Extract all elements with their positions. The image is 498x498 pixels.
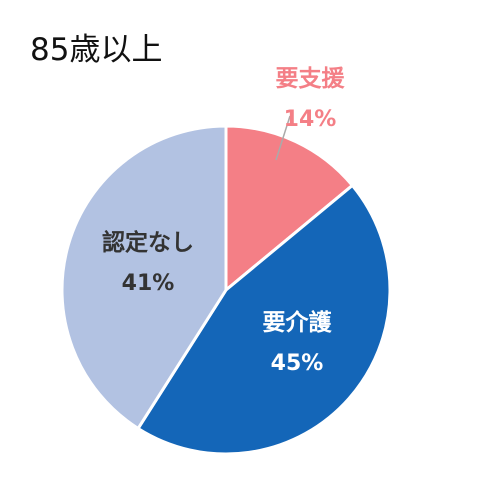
label-uncertified-percent: 41% [122, 271, 175, 296]
label-support-name: 要支援 [276, 66, 346, 92]
pie-slices [60, 124, 392, 456]
support-leader-line [275, 115, 291, 161]
label-uncertified-name: 認定なし [102, 229, 194, 256]
pie-labels: 要支援 14% 要介護 45% 認定なし 41% [102, 66, 346, 376]
slice-care [136, 183, 392, 456]
slice-support [224, 124, 354, 292]
label-support-percent: 14% [284, 107, 337, 132]
slice-uncertified [60, 124, 228, 430]
label-care-percent: 45% [271, 351, 324, 376]
label-care-name: 要介護 [263, 309, 333, 336]
chart-title: 85歳以上 [30, 32, 162, 68]
